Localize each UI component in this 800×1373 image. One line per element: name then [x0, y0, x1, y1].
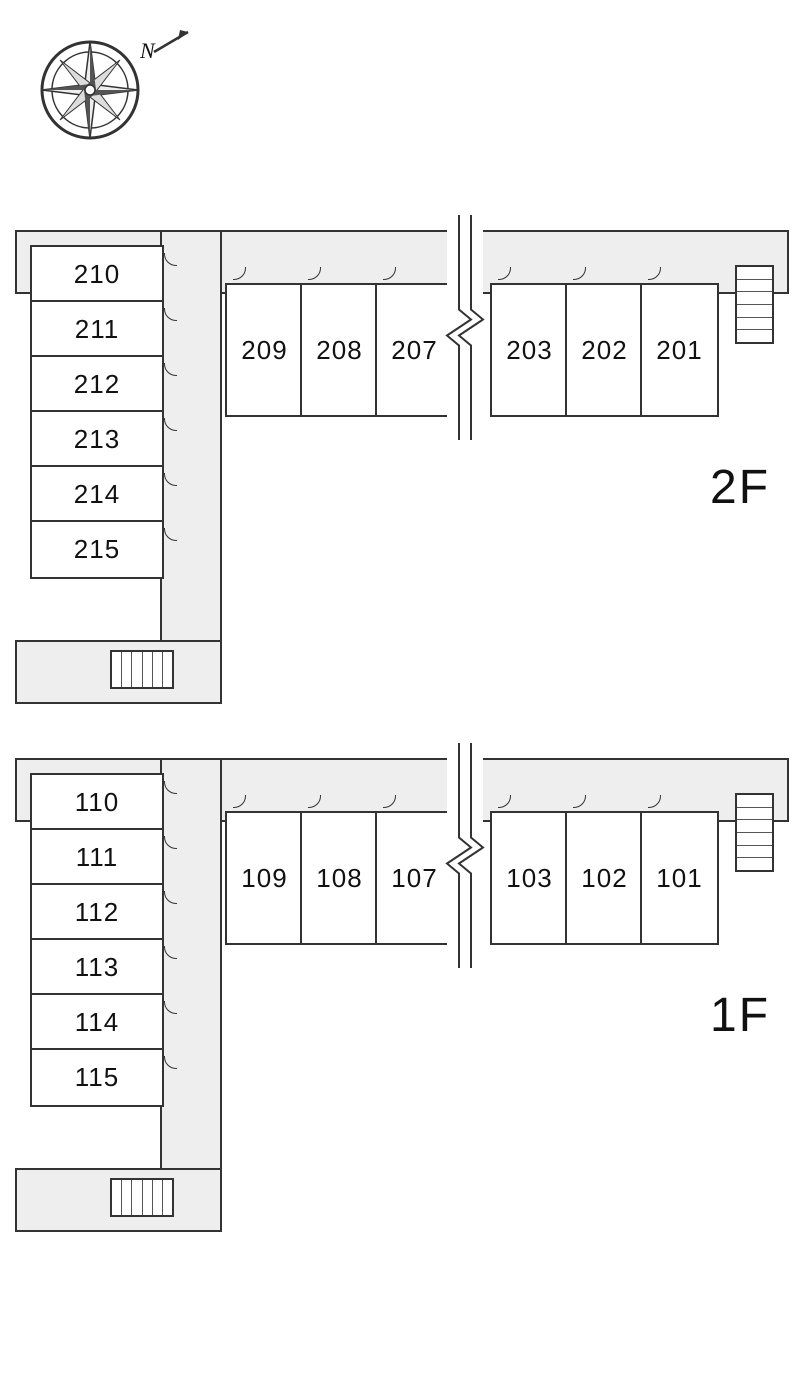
unit-110: 110 [30, 773, 164, 832]
unit-211: 211 [30, 300, 164, 359]
unit-212: 212 [30, 355, 164, 414]
unit-207: 207 [375, 283, 454, 417]
unit-102: 102 [565, 811, 644, 945]
unit-108: 108 [300, 811, 379, 945]
corridor [160, 758, 222, 1232]
unit-103: 103 [490, 811, 569, 945]
unit-215: 215 [30, 520, 164, 579]
unit-115: 115 [30, 1048, 164, 1107]
floor-label: 1F [710, 988, 770, 1043]
stairs-icon [735, 793, 774, 872]
corridor [160, 230, 222, 704]
stairs-icon [110, 1178, 174, 1217]
unit-214: 214 [30, 465, 164, 524]
unit-209: 209 [225, 283, 304, 417]
unit-208: 208 [300, 283, 379, 417]
unit-114: 114 [30, 993, 164, 1052]
unit-107: 107 [375, 811, 454, 945]
unit-210: 210 [30, 245, 164, 304]
stairs-icon [735, 265, 774, 344]
compass-icon: N [35, 25, 195, 155]
unit-213: 213 [30, 410, 164, 469]
unit-113: 113 [30, 938, 164, 997]
unit-109: 109 [225, 811, 304, 945]
unit-112: 112 [30, 883, 164, 942]
floor-label: 2F [710, 460, 770, 515]
unit-203: 203 [490, 283, 569, 417]
unit-111: 111 [30, 828, 164, 887]
floorplan-canvas: N 210211212213214215 209208207 203202201 2F… [0, 0, 800, 1373]
unit-101: 101 [640, 811, 719, 945]
unit-201: 201 [640, 283, 719, 417]
compass-n-label: N [139, 38, 156, 63]
stairs-icon [110, 650, 174, 689]
unit-202: 202 [565, 283, 644, 417]
